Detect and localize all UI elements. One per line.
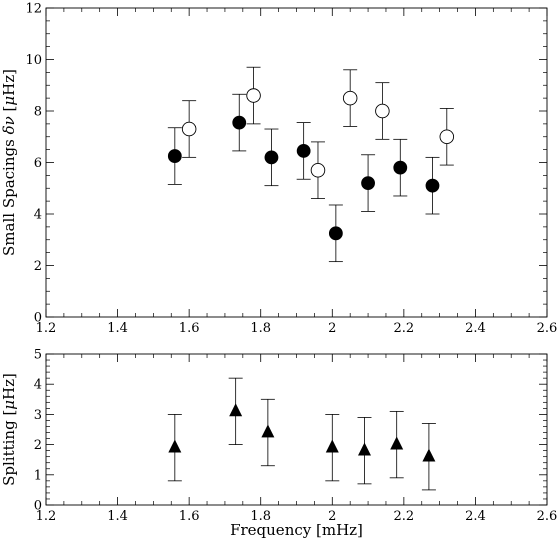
data-point-filled-circle	[393, 160, 408, 175]
x-tick-label: 2.2	[394, 321, 415, 336]
data-point-filled-circle	[264, 150, 279, 165]
y-axis-label-part: μ	[0, 400, 18, 410]
y-axis-label: Splitting [μHz]	[0, 373, 18, 486]
data-point-open-circle	[310, 162, 326, 178]
x-tick-label: 1.4	[107, 321, 128, 336]
x-tick-label: 1.8	[250, 509, 271, 524]
y-axis-label: Small Spacings δν [μHz]	[0, 69, 18, 256]
data-point-filled-circle	[328, 226, 343, 241]
y-axis-label-part: μ	[0, 96, 18, 106]
data-point-open-circle	[246, 88, 261, 103]
y-axis-label-part: Hz]	[0, 69, 18, 96]
x-tick-label: 1.6	[179, 321, 200, 336]
data-point-triangle	[325, 439, 339, 453]
data-point-triangle	[358, 442, 371, 456]
x-tick-label: 2.2	[394, 509, 415, 524]
data-point-triangle	[261, 424, 275, 438]
y-tick-label: 1	[34, 468, 42, 483]
x-tick-label: 1.8	[250, 321, 271, 336]
data-point-filled-circle	[425, 178, 440, 193]
data-point-triangle	[422, 448, 436, 462]
y-tick-label: 5	[34, 348, 42, 363]
x-tick-label: 2	[328, 321, 336, 336]
y-tick-label: 8	[34, 105, 42, 120]
data-point-filled-circle	[361, 176, 375, 191]
y-axis-label-part: [	[0, 106, 18, 117]
y-axis-label-part: δν	[0, 116, 18, 134]
y-tick-label: 4	[34, 208, 42, 223]
x-tick-label: 2	[328, 509, 336, 524]
data-point-triangle	[229, 403, 243, 417]
y-tick-label: 3	[34, 408, 42, 423]
x-tick-label: 2.4	[465, 509, 486, 524]
splitting-panel: 1.2 1.4 1.6 1.8 2 2.2 2.4 2.6 0 1 2 3 4 5 Splitting [μ…	[0, 348, 557, 540]
y-tick-label: 2	[34, 259, 42, 274]
plot-frame	[45, 353, 548, 506]
x-tick-label: 1.4	[107, 509, 128, 524]
data-point-open-circle	[181, 121, 197, 137]
y-axis-label-part: Hz]	[0, 373, 18, 400]
x-tick-label: 2.6	[537, 321, 558, 336]
y-tick-label: 0	[34, 499, 42, 514]
y-axis-label-part: Small Spacings	[0, 134, 18, 256]
x-tick-label: 1.2	[36, 509, 57, 524]
data-point-triangle	[168, 439, 182, 453]
x-tick-label: 2.6	[537, 509, 558, 524]
data-point-open-circle	[342, 90, 358, 106]
y-tick-label: 2	[34, 438, 42, 453]
y-tick-label: 12	[25, 2, 42, 17]
x-tick-label: 1.6	[179, 509, 200, 524]
x-axis-label: Frequency [mHz]	[230, 521, 363, 539]
y-tick-label: 0	[34, 311, 42, 326]
plot-frame	[45, 7, 548, 318]
data-point-open-circle	[439, 129, 455, 144]
x-tick-label: 1.2	[36, 321, 57, 336]
data-point-filled-circle	[167, 149, 182, 163]
data-point-open-circle	[375, 103, 390, 119]
y-tick-label: 4	[34, 378, 42, 393]
y-tick-label: 10	[25, 53, 42, 68]
data-point-filled-circle	[296, 144, 311, 158]
data-point-filled-circle	[232, 115, 247, 130]
y-tick-label: 6	[34, 156, 42, 171]
x-tick-label: 2.4	[465, 321, 486, 336]
small-spacings-panel: 1.2 1.4 1.6 1.8 2 2.2 2.4 2.6 0 2 4 6 8 10 12 Small Spa…	[0, 2, 557, 337]
y-axis-label-part: Splitting [	[0, 410, 18, 486]
data-point-triangle	[390, 436, 404, 450]
